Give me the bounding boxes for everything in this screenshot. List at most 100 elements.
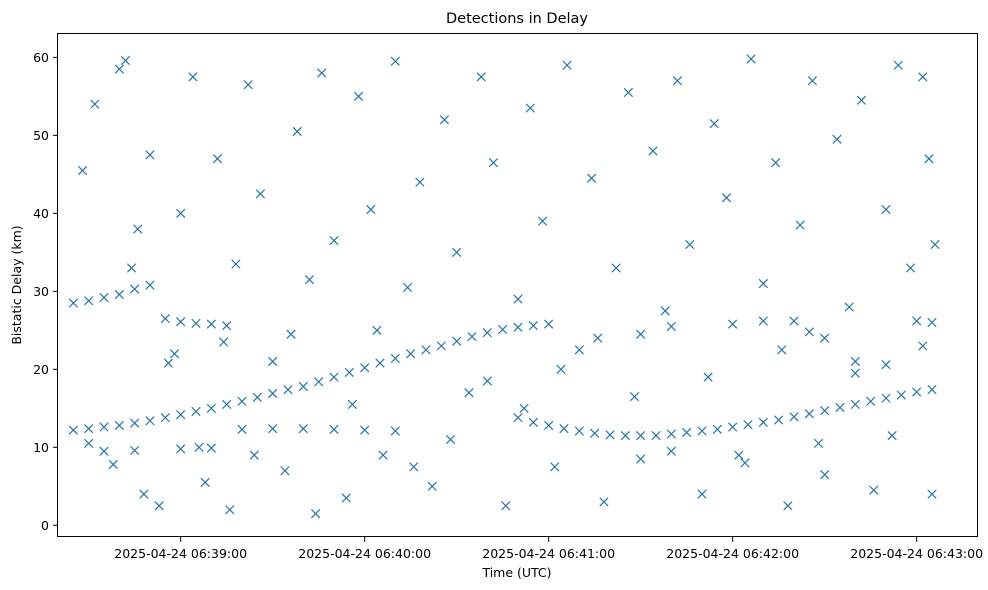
y-axis-ticks: 0 10 20 30 40 50 60 — [33, 50, 58, 533]
data-point — [574, 426, 584, 436]
data-point — [329, 372, 339, 382]
y-tick-label: 30 — [33, 284, 49, 299]
data-point — [918, 72, 928, 82]
data-point — [586, 173, 597, 183]
data-point — [390, 426, 400, 436]
data-point — [99, 292, 109, 303]
data-point — [237, 424, 247, 435]
data-point — [556, 364, 566, 374]
data-point — [225, 505, 235, 515]
data-point — [406, 349, 416, 359]
data-point — [896, 390, 906, 400]
data-point — [789, 412, 799, 422]
data-point — [927, 489, 937, 499]
data-point — [666, 446, 676, 456]
data-point — [409, 462, 419, 472]
data-point — [108, 459, 118, 470]
data-point — [353, 91, 364, 102]
data-point — [544, 319, 554, 329]
data-point — [68, 298, 78, 308]
data-points — [68, 54, 940, 519]
data-point — [464, 388, 474, 398]
data-point — [133, 224, 143, 234]
y-tick-label: 20 — [33, 362, 49, 377]
data-point — [84, 438, 94, 449]
data-point — [68, 425, 78, 435]
data-point — [427, 481, 437, 491]
data-point — [743, 420, 753, 430]
data-point — [912, 387, 922, 397]
data-point — [593, 333, 603, 343]
data-point — [90, 99, 100, 109]
data-point — [850, 368, 860, 378]
data-point — [176, 317, 186, 327]
x-axis-label: Time (UTC) — [481, 565, 551, 580]
data-point — [682, 427, 692, 438]
data-point — [697, 426, 707, 436]
data-point — [130, 445, 140, 456]
data-point — [390, 56, 400, 66]
data-point — [317, 68, 327, 78]
data-point — [176, 208, 186, 218]
data-point — [918, 341, 928, 351]
data-point — [188, 72, 198, 82]
data-point — [807, 76, 818, 86]
data-point — [452, 247, 462, 257]
data-point — [402, 282, 413, 293]
data-point — [513, 294, 523, 304]
data-point — [528, 417, 538, 427]
data-point — [249, 450, 259, 460]
data-point — [268, 356, 278, 367]
data-point — [513, 322, 523, 332]
data-point — [415, 177, 425, 187]
data-point — [666, 429, 676, 439]
data-point — [672, 76, 683, 86]
data-point — [498, 324, 508, 335]
y-tick-label: 40 — [33, 206, 49, 221]
data-point — [292, 126, 302, 137]
data-point — [243, 80, 253, 90]
data-point — [360, 425, 370, 435]
data-point — [519, 403, 529, 413]
data-point — [390, 353, 400, 364]
x-tick-label: 2025-04-24 06:42:00 — [666, 546, 799, 561]
data-point — [866, 396, 876, 406]
data-point — [804, 327, 814, 337]
data-point — [344, 367, 354, 378]
data-point — [255, 189, 266, 199]
data-point — [482, 328, 492, 338]
data-point — [145, 150, 155, 160]
data-point — [820, 406, 830, 416]
data-point — [467, 331, 477, 342]
data-point — [375, 358, 385, 368]
data-point — [482, 376, 492, 386]
data-point — [844, 302, 854, 312]
data-point — [421, 345, 431, 355]
data-point — [366, 204, 376, 215]
data-point — [84, 296, 94, 306]
data-point — [154, 501, 164, 511]
data-point — [476, 72, 486, 82]
data-point — [99, 446, 109, 456]
data-point — [881, 204, 891, 215]
data-point — [574, 345, 584, 355]
data-point — [777, 345, 787, 355]
data-point — [231, 259, 241, 269]
data-point — [513, 413, 523, 423]
data-point — [114, 64, 124, 74]
data-point — [856, 95, 867, 105]
data-point — [666, 321, 676, 332]
data-point — [126, 263, 137, 273]
data-point — [893, 60, 903, 70]
data-point — [804, 409, 814, 419]
data-point — [721, 193, 732, 203]
data-point — [298, 381, 308, 392]
data-point — [740, 458, 750, 468]
data-point — [77, 165, 88, 176]
data-point — [160, 314, 170, 324]
data-point — [537, 216, 548, 226]
data-point — [887, 430, 897, 441]
data-point — [176, 444, 186, 454]
data-point — [130, 284, 140, 294]
